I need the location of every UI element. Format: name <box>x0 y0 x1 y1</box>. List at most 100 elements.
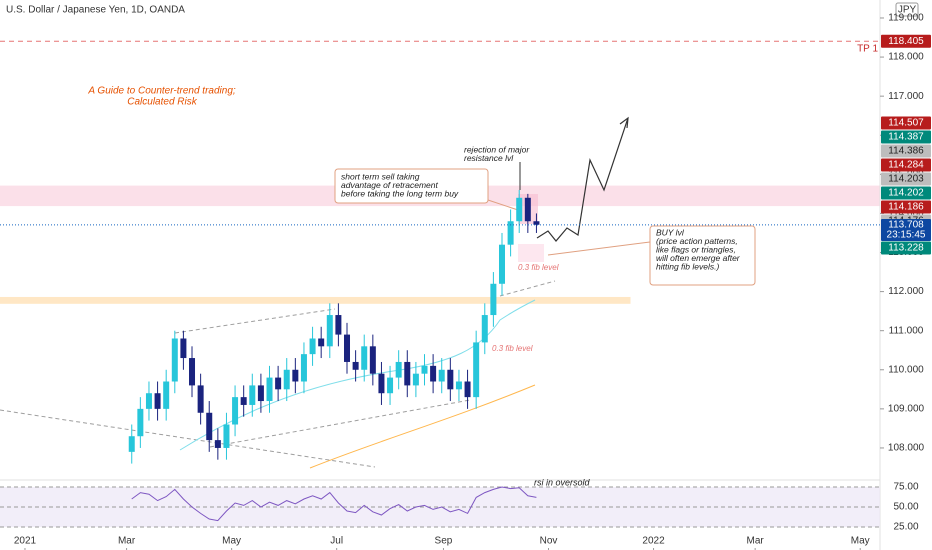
x-tick-label: 2022 <box>642 536 665 547</box>
annotation-text: before taking the long term buy <box>341 188 459 198</box>
trendline <box>499 280 556 297</box>
y-tick-label: 108.000 <box>888 443 925 454</box>
candle-body <box>412 373 419 386</box>
rsi-tick-label: 25.00 <box>893 522 918 533</box>
candle-body <box>421 365 428 374</box>
x-tick-label: May <box>222 536 241 547</box>
x-tick-label: Mar <box>747 536 765 547</box>
price-label-box <box>881 241 931 255</box>
candle-body <box>145 393 152 409</box>
price-label-box <box>881 172 931 186</box>
candle-body <box>335 315 342 335</box>
annotation-text: 0.3 fib level <box>492 344 533 353</box>
candle-body <box>352 361 359 370</box>
x-tick-label: Mar <box>118 536 136 547</box>
fib-box <box>518 244 544 262</box>
moving-average <box>309 384 536 469</box>
candle-body <box>171 338 178 382</box>
y-tick-label: 118.000 <box>888 52 924 63</box>
candle-body <box>232 397 239 425</box>
trendlines <box>0 280 556 468</box>
tp-label: TP 1 <box>857 44 878 55</box>
callout-line <box>547 241 651 256</box>
currency-box <box>895 2 919 17</box>
candle-body <box>180 338 187 359</box>
price-label: 114.202 <box>888 188 924 199</box>
candle-body <box>326 315 333 347</box>
price-label: 118.405 <box>888 36 924 47</box>
candle-body <box>206 412 213 441</box>
projection-arrow <box>536 117 629 242</box>
annotation-text: (price action patterns, <box>656 236 738 246</box>
candle-body <box>533 221 540 225</box>
candle-body <box>507 221 514 245</box>
candle-body <box>300 354 307 382</box>
price-label-box <box>881 144 931 158</box>
annotation-text: advantage of retracement <box>341 180 439 190</box>
annotation-text: short term sell taking <box>341 171 420 181</box>
y-tick-label: 109.000 <box>888 404 925 415</box>
price-label: 114.284 <box>888 160 924 171</box>
candle-body <box>283 369 290 390</box>
chart-title: U.S. Dollar / Japanese Yen, 1D, OANDA <box>6 5 185 16</box>
callout-line <box>487 199 519 211</box>
annotation-text: BUY lvl <box>656 227 685 237</box>
annotation-text: resistance lvl <box>464 153 514 163</box>
annotation-text: 0.3 fib level <box>518 263 559 272</box>
annotation-text: rsi in oversold <box>534 477 591 487</box>
candle-body <box>189 358 196 386</box>
annotations: A Guide to Counter-trend trading;Calcula… <box>87 86 740 488</box>
rsi-line <box>131 486 537 522</box>
candle-body <box>214 440 221 448</box>
candle-body <box>128 436 135 452</box>
price-label: 114.387 <box>888 132 924 143</box>
candle-body <box>430 365 437 382</box>
price-label-box <box>881 219 931 241</box>
countdown: 23:15:45 <box>887 230 926 241</box>
candle-body <box>266 377 273 402</box>
y-tick-label: 117.000 <box>888 91 924 102</box>
candle-body <box>490 283 497 316</box>
trendline <box>0 409 376 468</box>
price-label-box <box>881 34 931 48</box>
annotation-text: hitting fib levels.) <box>656 261 719 271</box>
price-label-box <box>881 186 931 200</box>
candle-body <box>464 381 471 398</box>
candle-body <box>163 381 170 409</box>
currency: JPY <box>898 5 917 16</box>
candle-body <box>154 393 161 409</box>
zone <box>0 296 631 304</box>
x-tick-label: May <box>851 536 870 547</box>
candle-body <box>257 385 264 402</box>
candle-body <box>309 338 316 355</box>
candle-body <box>524 197 531 222</box>
candle-body <box>197 385 204 413</box>
price-label: 114.186 <box>888 202 924 213</box>
price-label: 114.507 <box>888 118 924 129</box>
candle-body <box>318 338 325 347</box>
y-tick-label: 110.000 <box>888 364 924 375</box>
candle-body <box>498 244 505 284</box>
price-label-box <box>881 158 931 172</box>
candle-body <box>275 377 282 390</box>
candle-body <box>404 361 411 386</box>
price-label: 114.203 <box>888 174 924 185</box>
y-tick-label: 111.000 <box>889 325 924 336</box>
candle-body <box>240 397 247 405</box>
candle-body <box>395 361 402 378</box>
candle-body <box>378 373 385 394</box>
x-tick-label: Jul <box>330 536 343 547</box>
arrow-head <box>619 116 629 129</box>
price-label-box <box>881 130 931 144</box>
candle-body <box>455 381 462 390</box>
candle-body <box>137 408 144 437</box>
x-tick-label: 2021 <box>14 536 37 547</box>
candle-body <box>361 346 368 370</box>
annotation-text: will often emerge after <box>656 253 741 263</box>
candle-body <box>447 369 454 390</box>
candle-body <box>344 334 351 362</box>
price-label: 113.228 <box>888 243 924 254</box>
annotation-text: like flags or triangles, <box>656 244 736 254</box>
y-tick-label: 119.000 <box>888 13 924 24</box>
